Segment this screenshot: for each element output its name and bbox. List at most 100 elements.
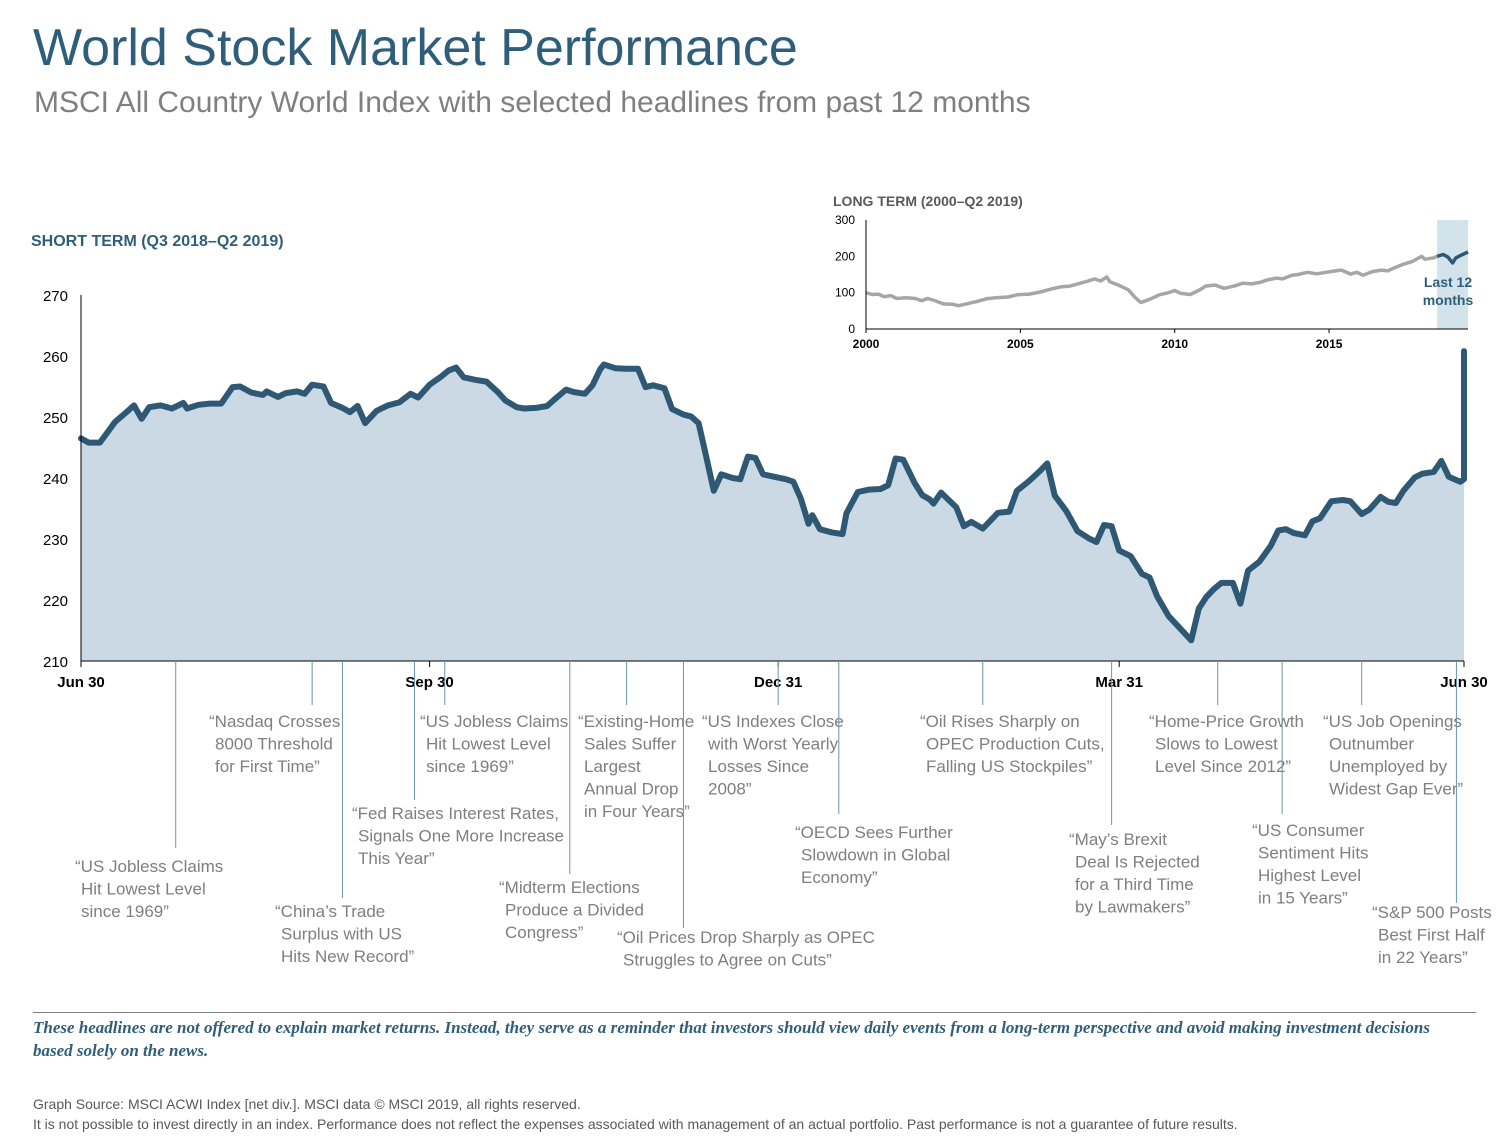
headline-line: “US Job Openings xyxy=(1323,712,1462,731)
inset-x-tick-label: 2015 xyxy=(1316,337,1343,351)
inset-y-tick-label: 100 xyxy=(835,286,855,300)
inset-y-tick-label: 0 xyxy=(848,322,855,336)
headline-line: with Worst Yearly xyxy=(707,735,839,754)
headline-text: “Nasdaq Crosses 8000 Threshold for First T… xyxy=(209,712,340,776)
headline-line: Level Since 2012” xyxy=(1155,757,1291,776)
headline-line: OPEC Production Cuts, xyxy=(926,735,1105,754)
headline-line: “Fed Raises Interest Rates, xyxy=(352,804,559,823)
headline-line: Signals One More Increase xyxy=(358,827,564,846)
headline-text: “Midterm Elections Produce a Divided Congr… xyxy=(499,878,644,942)
headline-text: “OECD Sees Further Slowdown in Global Econ… xyxy=(795,823,953,887)
headline-line: Congress” xyxy=(505,923,584,942)
headline-line: “Oil Rises Sharply on xyxy=(920,712,1080,731)
source-note: Graph Source: MSCI ACWI Index [net div.]… xyxy=(33,1096,581,1112)
inset-x-tick-label: 2005 xyxy=(1007,337,1034,351)
headline-line: Outnumber xyxy=(1329,735,1414,754)
chart-area: SHORT TERM (Q3 2018–Q2 2019) 210 220 230 240… xyxy=(31,193,1492,970)
long-term-line xyxy=(865,254,1438,308)
x-tick-label: Sep 30 xyxy=(405,674,453,691)
headline-line: since 1969” xyxy=(81,902,169,921)
inset-x-tick-label: 2010 xyxy=(1161,337,1188,351)
inset-x-tick-label: 2000 xyxy=(853,337,880,351)
inset-y-tick-label: 300 xyxy=(835,213,855,227)
headline-line: This Year” xyxy=(358,849,435,868)
headline-text: “US Jobless Claims Hit Lowest Level since … xyxy=(420,712,568,776)
headline-line: Highest Level xyxy=(1258,866,1361,885)
footer-divider xyxy=(33,1012,1476,1013)
headline-line: Falling US Stockpiles” xyxy=(926,757,1093,776)
headline-text: “S&P 500 Posts Best First Half in 22 Years… xyxy=(1372,903,1492,967)
headline-line: in Four Years” xyxy=(584,802,690,821)
headline-line: Best First Half xyxy=(1378,926,1485,945)
headline-line: Surplus with US xyxy=(281,925,402,944)
headline-text: “Fed Raises Interest Rates, Signals One M… xyxy=(352,804,564,868)
headline-line: Sentiment Hits xyxy=(1258,844,1369,863)
long-term-title: LONG TERM (2000–Q2 2019) xyxy=(833,193,1023,209)
headline-line: “Midterm Elections xyxy=(499,878,640,897)
headline-line: Unemployed by xyxy=(1329,757,1448,776)
headline-text: “US Jobless Claims Hit Lowest Level since … xyxy=(75,857,223,921)
headline-line: Slowdown in Global xyxy=(801,846,950,865)
y-tick-label: 210 xyxy=(43,654,68,671)
headline-line: in 22 Years” xyxy=(1378,948,1468,967)
headline-line: “Home-Price Growth xyxy=(1149,712,1304,731)
last-12-months-band xyxy=(1437,220,1468,329)
headline-line: “S&P 500 Posts xyxy=(1372,903,1492,922)
headline-line: Losses Since xyxy=(708,757,809,776)
headline-line: 8000 Threshold xyxy=(215,735,333,754)
index-note: It is not possible to invest directly in… xyxy=(33,1116,1238,1132)
headline-line: “US Consumer xyxy=(1252,821,1365,840)
headline-line: Hits New Record” xyxy=(281,947,415,966)
headline-text: “Oil Rises Sharply on OPEC Production Cut… xyxy=(920,712,1105,776)
inset-y-tick-label: 200 xyxy=(835,249,855,263)
y-tick-label: 260 xyxy=(43,349,68,366)
headline-line: since 1969” xyxy=(426,757,514,776)
headline-line: Annual Drop xyxy=(584,780,679,799)
headline-line: Hit Lowest Level xyxy=(81,880,206,899)
headline-line: Slows to Lowest xyxy=(1155,735,1278,754)
headline-line: for a Third Time xyxy=(1075,875,1194,894)
headline-text: “US Job Openings Outnumber Unemployed by Wi… xyxy=(1323,712,1463,799)
long-term-recent-line xyxy=(1436,250,1469,265)
headline-line: “US Jobless Claims xyxy=(75,857,223,876)
last-12-months-label-line: months xyxy=(1423,292,1474,308)
headline-text: “Oil Prices Drop Sharply as OPEC Struggle… xyxy=(617,928,875,970)
headline-text: “US Indexes Close with Worst Yearly Losses… xyxy=(702,712,844,799)
headline-line: “Existing-Home xyxy=(578,712,694,731)
page-title: World Stock Market Performance xyxy=(33,19,798,77)
short-term-line xyxy=(78,348,1467,644)
headline-line: for First Time” xyxy=(215,757,320,776)
headline-text: “China’s Trade Surplus with US Hits New Re… xyxy=(275,902,415,966)
x-tick-label: Mar 31 xyxy=(1095,674,1143,691)
x-tick-label: Jun 30 xyxy=(57,674,105,691)
headline-line: “Oil Prices Drop Sharply as OPEC xyxy=(617,928,875,947)
headline-text: “Home-Price Growth Slows to Lowest Level S… xyxy=(1149,712,1304,776)
headline-line: Produce a Divided xyxy=(505,901,644,920)
headline-line: Hit Lowest Level xyxy=(426,735,551,754)
headline-line: “US Indexes Close xyxy=(702,712,844,731)
y-tick-label: 250 xyxy=(43,410,68,427)
headline-text: “US Consumer Sentiment Hits Highest Level i… xyxy=(1252,821,1369,908)
last-12-months-label-line: Last 12 xyxy=(1424,274,1472,290)
disclaimer-text: These headlines are not offered to expla… xyxy=(33,1018,1430,1060)
y-tick-label: 220 xyxy=(43,593,68,610)
headline-line: Widest Gap Ever” xyxy=(1329,780,1463,799)
y-tick-label: 230 xyxy=(43,532,68,549)
headline-line: “US Jobless Claims xyxy=(420,712,568,731)
last-12-months-label: Last 12 months xyxy=(1423,274,1474,308)
headline-line: Sales Suffer xyxy=(584,735,677,754)
short-term-title: SHORT TERM (Q3 2018–Q2 2019) xyxy=(31,233,284,250)
headline-line: Deal Is Rejected xyxy=(1075,853,1200,872)
headline-line: “OECD Sees Further xyxy=(795,823,953,842)
headline-line: in 15 Years” xyxy=(1258,889,1348,908)
headline-line: 2008” xyxy=(708,780,752,799)
headline-line: “May’s Brexit xyxy=(1069,830,1167,849)
headline-line: Economy” xyxy=(801,868,878,887)
headline-line: “Nasdaq Crosses xyxy=(209,712,340,731)
headline-text: “May’s Brexit Deal Is Rejected for a Third… xyxy=(1069,830,1200,917)
y-tick-label: 270 xyxy=(43,288,68,305)
y-tick-label: 240 xyxy=(43,471,68,488)
short-term-area xyxy=(81,351,1464,661)
headline-line: Struggles to Agree on Cuts” xyxy=(623,951,832,970)
headline-line: “China’s Trade xyxy=(275,902,385,921)
